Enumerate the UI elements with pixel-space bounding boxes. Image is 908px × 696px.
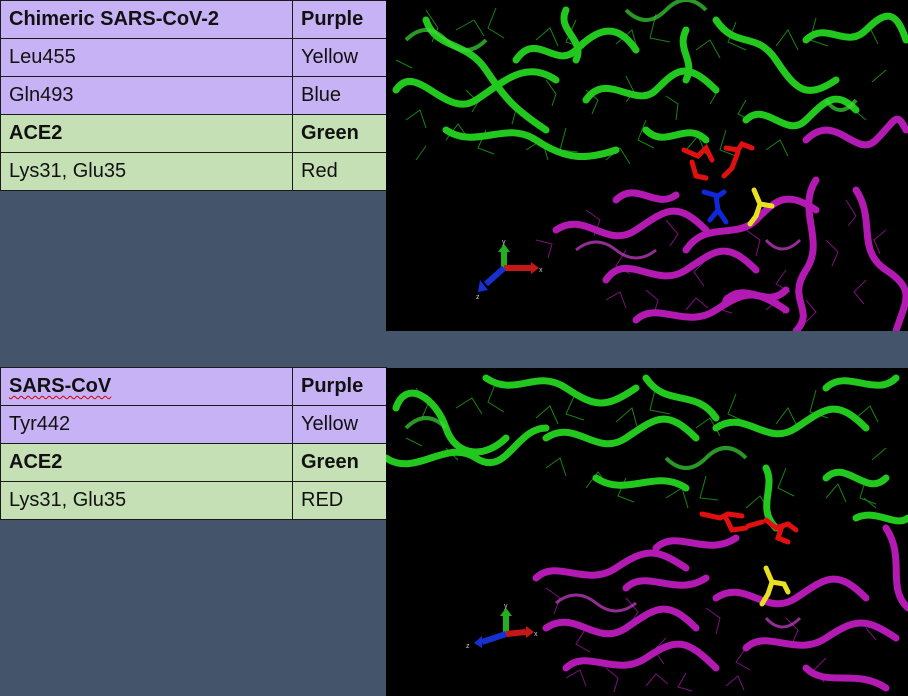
residue-label: Leu455 <box>0 38 293 77</box>
table-row: Leu455 Yellow <box>0 38 387 77</box>
axis-label-x: x <box>539 267 543 274</box>
axis-label-x: x <box>534 631 538 638</box>
axis-gizmo: y x z <box>466 603 538 650</box>
table-row: Chimeric SARS-CoV-2 Purple <box>0 0 387 39</box>
axis-gizmo: y x z <box>476 239 543 301</box>
sars-cov-ace2-structure-image: y x z <box>386 368 908 696</box>
table-row: ACE2 Green <box>0 114 387 153</box>
table-row: Gln493 Blue <box>0 76 387 115</box>
axis-label-z: z <box>476 294 480 301</box>
structure-label: ACE2 <box>0 443 293 482</box>
color-label: Purple <box>292 367 387 406</box>
color-label: Blue <box>292 76 387 115</box>
bottom-legend-table: SARS-CoV Purple Tyr442 Yellow ACE2 Green… <box>0 367 387 520</box>
table-row: SARS-CoV Purple <box>0 367 387 406</box>
top-legend-table: Chimeric SARS-CoV-2 Purple Leu455 Yellow… <box>0 0 387 191</box>
axis-label-y: y <box>502 239 506 246</box>
table-row: ACE2 Green <box>0 443 387 482</box>
structure-label: SARS-CoV <box>0 367 293 406</box>
spellcheck-underlined-text: SARS-CoV <box>9 375 112 397</box>
structure-label: ACE2 <box>0 114 293 153</box>
color-label: Yellow <box>292 405 387 444</box>
table-row: Lys31, Glu35 Red <box>0 152 387 191</box>
chimeric-sars-cov-2-ace2-structure-image: y x z <box>386 0 908 331</box>
color-label: Yellow <box>292 38 387 77</box>
color-label: Red <box>292 152 387 191</box>
axis-label-z: z <box>466 643 470 650</box>
table-row: Lys31, Glu35 RED <box>0 481 387 520</box>
residue-label: Lys31, Glu35 <box>0 481 293 520</box>
axis-label-y: y <box>504 603 508 610</box>
residue-label: Gln493 <box>0 76 293 115</box>
residue-label: Lys31, Glu35 <box>0 152 293 191</box>
structure-label: Chimeric SARS-CoV-2 <box>0 0 293 39</box>
color-label: Green <box>292 114 387 153</box>
color-label: Purple <box>292 0 387 39</box>
table-row: Tyr442 Yellow <box>0 405 387 444</box>
residue-label: Tyr442 <box>0 405 293 444</box>
color-label: RED <box>292 481 387 520</box>
color-label: Green <box>292 443 387 482</box>
